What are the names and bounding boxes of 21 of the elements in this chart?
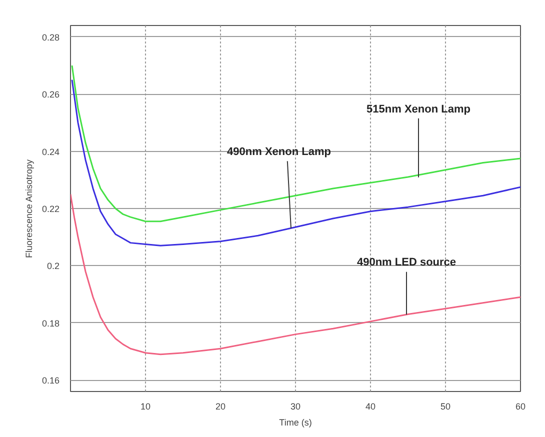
y-tick-label: 0.2 bbox=[46, 261, 60, 272]
y-tick-label: 0.22 bbox=[42, 204, 60, 214]
x-tick-label: 60 bbox=[515, 402, 526, 412]
y-tick-label: 0.18 bbox=[42, 318, 60, 328]
x-tick-label: 10 bbox=[140, 402, 151, 412]
x-tick-label: 20 bbox=[215, 402, 226, 412]
x-tick-label: 30 bbox=[290, 402, 301, 412]
line-series bbox=[71, 79, 520, 246]
y-tick-label: 0.16 bbox=[42, 376, 60, 386]
y-tick-label: 0.26 bbox=[42, 90, 60, 100]
annotation: 490nm LED source bbox=[356, 256, 456, 269]
annotation: 515nm Xenon Lamp bbox=[366, 103, 471, 116]
annotation: 490nm Xenon Lamp bbox=[227, 146, 332, 158]
line-series bbox=[70, 193, 520, 356]
x-axis-title: Time (s) bbox=[279, 418, 312, 428]
y-tick-label: 0.24 bbox=[42, 146, 60, 157]
x-tick-label: 40 bbox=[365, 402, 376, 412]
x-tick-label: 50 bbox=[440, 402, 451, 412]
y-tick-label: 0.28 bbox=[42, 32, 60, 42]
line-series bbox=[71, 64, 520, 222]
y-axis-title: Fluorescence Anisotropy bbox=[24, 158, 34, 258]
